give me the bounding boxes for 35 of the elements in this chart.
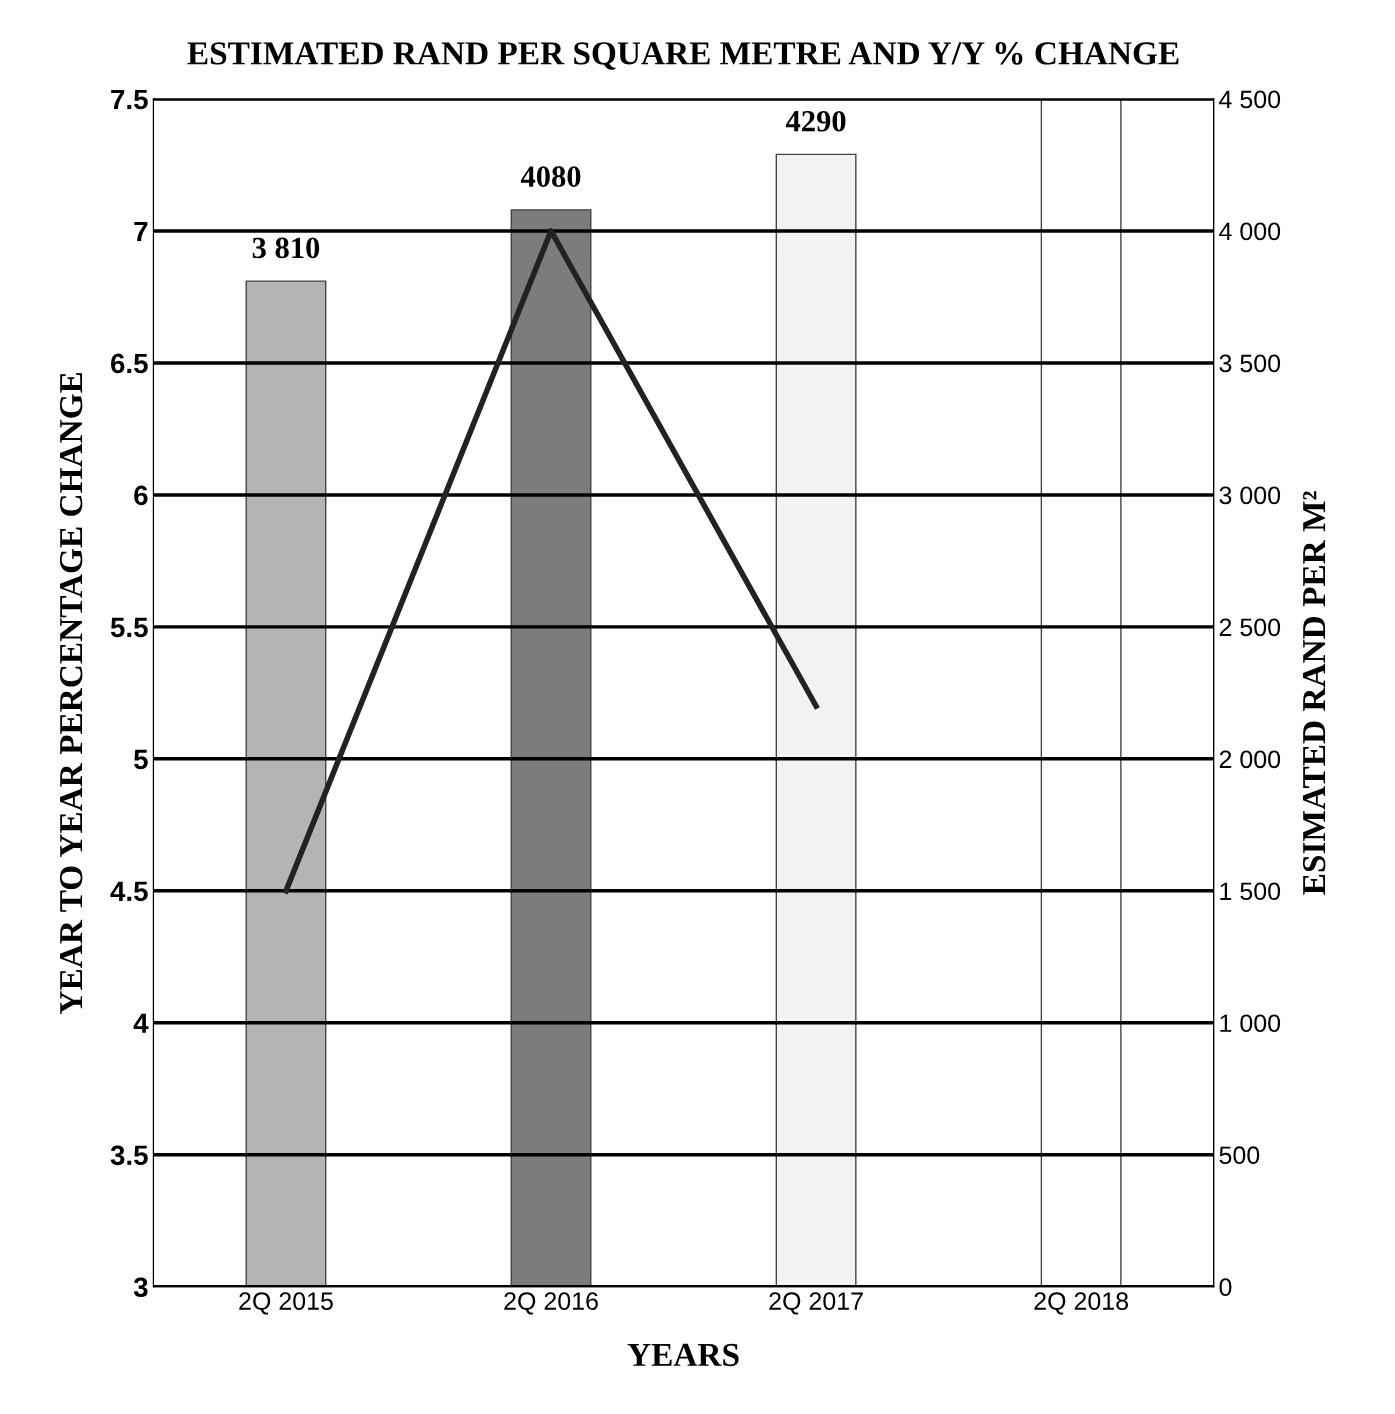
- x-axis-title: YEARS: [627, 1343, 739, 1367]
- bar: [245, 280, 327, 1287]
- y2-tick-label: 4 500: [1219, 90, 1281, 109]
- y-tick-label: 7.5: [111, 89, 148, 110]
- y-tick-label: 5: [134, 749, 148, 770]
- y-tick-label: 6: [134, 485, 148, 506]
- data-label: 4080: [520, 166, 581, 187]
- y2-tick-label: 4 000: [1219, 222, 1281, 241]
- x-tick-label: 2Q 2015: [239, 1292, 333, 1315]
- y-axis-title: YEAR TO YEAR PERCENTAGE CHANGE: [59, 372, 83, 1014]
- y2-tick-label: 3 500: [1219, 354, 1281, 373]
- bar: [510, 209, 592, 1287]
- y2-tick-label: 2 000: [1219, 750, 1281, 769]
- x-tick-label: 2Q 2016: [504, 1292, 598, 1315]
- chart-title: ESTIMATED RAND PER SQUARE METRE AND Y/Y % CHANGE: [187, 42, 1179, 70]
- y2-tick-label: 0: [1219, 1278, 1232, 1297]
- y2-tick-label: 500: [1219, 1146, 1260, 1165]
- data-label: 4290: [785, 110, 846, 132]
- y-tick-label: 5.5: [110, 617, 148, 638]
- y-tick-label: 3: [133, 1277, 148, 1298]
- y2-tick-label: 1 500: [1220, 882, 1281, 901]
- y-tick-label: 7: [134, 221, 148, 242]
- y2-tick-label: 1 000: [1220, 1014, 1281, 1033]
- data-label: 3 810: [252, 237, 320, 259]
- y-tick-label: 4.5: [110, 881, 148, 902]
- y2-axis-title: ESIMATED RAND PER M²: [1302, 491, 1326, 895]
- y2-tick-label: 2 500: [1219, 618, 1281, 637]
- bar: [1040, 98, 1122, 1287]
- x-tick-label: 2Q 2018: [1034, 1292, 1128, 1315]
- x-tick-label: 2Q 2017: [769, 1292, 863, 1315]
- y-tick-label: 3.5: [110, 1145, 148, 1166]
- y-tick-label: 4: [133, 1013, 149, 1033]
- y-tick-label: 6.5: [110, 353, 148, 374]
- bar: [775, 153, 857, 1287]
- y2-tick-label: 3 000: [1219, 486, 1281, 505]
